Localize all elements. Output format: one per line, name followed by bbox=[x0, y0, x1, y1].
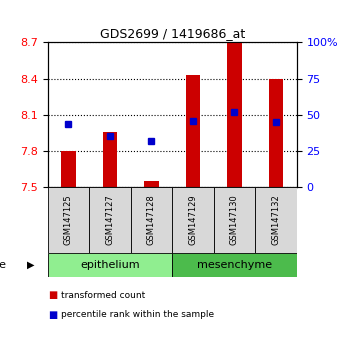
Text: GSM147132: GSM147132 bbox=[271, 194, 280, 245]
Bar bbox=[186, 75, 200, 187]
Text: GSM147130: GSM147130 bbox=[230, 194, 239, 245]
Bar bbox=[61, 151, 76, 187]
Text: GSM147127: GSM147127 bbox=[105, 194, 115, 245]
Bar bbox=[103, 132, 117, 187]
Text: tissue: tissue bbox=[0, 260, 7, 270]
Bar bbox=[48, 252, 172, 277]
Text: mesenchyme: mesenchyme bbox=[197, 260, 272, 270]
Bar bbox=[172, 187, 214, 252]
Bar bbox=[255, 187, 297, 252]
Text: ■: ■ bbox=[48, 290, 57, 300]
Bar bbox=[269, 79, 283, 187]
Bar bbox=[214, 187, 255, 252]
Bar bbox=[144, 181, 159, 187]
Text: epithelium: epithelium bbox=[80, 260, 140, 270]
Text: GSM147129: GSM147129 bbox=[189, 194, 197, 245]
Title: GDS2699 / 1419686_at: GDS2699 / 1419686_at bbox=[100, 27, 245, 40]
Text: GSM147125: GSM147125 bbox=[64, 194, 73, 245]
Text: ■: ■ bbox=[48, 309, 57, 320]
Text: transformed count: transformed count bbox=[61, 291, 146, 299]
Bar bbox=[89, 187, 131, 252]
Text: ▶: ▶ bbox=[27, 260, 34, 270]
Text: percentile rank within the sample: percentile rank within the sample bbox=[61, 310, 214, 319]
Bar bbox=[131, 187, 172, 252]
Bar bbox=[227, 42, 242, 187]
Text: GSM147128: GSM147128 bbox=[147, 194, 156, 245]
Bar bbox=[172, 252, 297, 277]
Bar bbox=[48, 187, 89, 252]
